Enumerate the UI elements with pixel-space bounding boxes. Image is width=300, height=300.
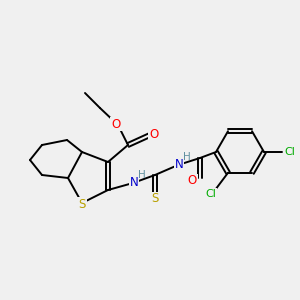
Text: O: O	[188, 175, 196, 188]
Text: O: O	[111, 118, 121, 130]
Text: S: S	[78, 197, 86, 211]
Text: H: H	[138, 170, 146, 180]
Text: O: O	[149, 128, 159, 142]
Text: N: N	[130, 176, 138, 188]
Text: N: N	[175, 158, 183, 170]
Text: Cl: Cl	[206, 189, 216, 199]
Text: H: H	[183, 152, 191, 162]
Text: S: S	[151, 193, 159, 206]
Text: Cl: Cl	[285, 147, 296, 157]
